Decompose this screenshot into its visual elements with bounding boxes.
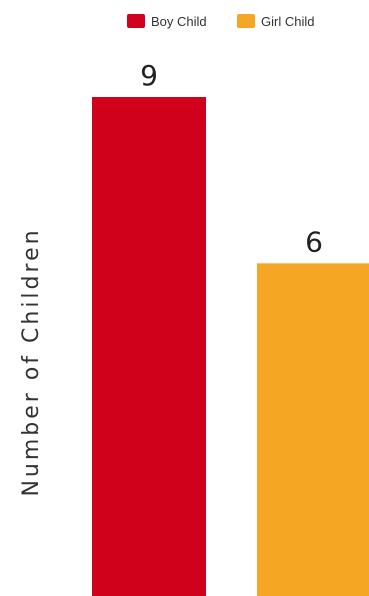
bar-boy-child bbox=[92, 97, 206, 596]
value-label-girl-child: 6 bbox=[305, 225, 323, 258]
bar-girl-child bbox=[257, 263, 369, 596]
bars: 96 bbox=[92, 59, 369, 596]
y-axis-title: Number of Children bbox=[19, 227, 44, 496]
legend-label-boy-child: Boy Child bbox=[151, 14, 207, 29]
legend: Boy Child Girl Child bbox=[127, 14, 314, 29]
legend-swatch-girl-child bbox=[237, 14, 255, 28]
value-label-boy-child: 9 bbox=[140, 59, 158, 92]
legend-swatch-boy-child bbox=[127, 14, 145, 28]
legend-label-girl-child: Girl Child bbox=[261, 14, 314, 29]
